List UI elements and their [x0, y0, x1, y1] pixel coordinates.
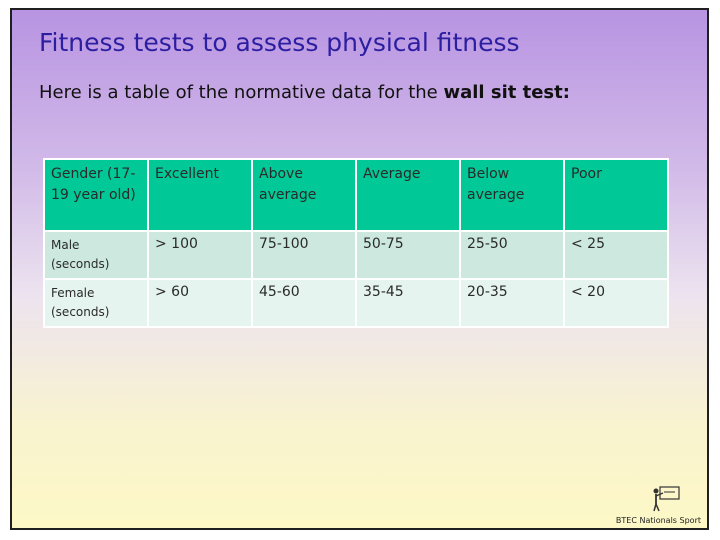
table-row-male: Male (seconds) > 100 75-100 50-75 25-50 …: [43, 230, 669, 280]
table-cell: 25-50: [459, 230, 565, 280]
intro-emphasis: wall sit test:: [443, 82, 570, 103]
table-cell: > 100: [147, 230, 253, 280]
intro-prefix: Here is a table of the normative data fo…: [39, 82, 444, 103]
row-label: Female (seconds): [43, 278, 149, 328]
table-cell: 35-45: [355, 278, 461, 328]
slide-title: Fitness tests to assess physical fitness: [39, 28, 520, 57]
intro-text: Here is a table of the normative data fo…: [39, 82, 570, 103]
normative-data-table: Gender (17-19 year old) Excellent Above …: [43, 158, 669, 328]
table-cell: 75-100: [251, 230, 357, 280]
teacher-at-board-icon: [653, 486, 680, 512]
header-above-average: Above average: [251, 158, 357, 232]
table-cell: 45-60: [251, 278, 357, 328]
table-header-row: Gender (17-19 year old) Excellent Above …: [43, 158, 669, 232]
table-cell: < 25: [563, 230, 669, 280]
header-poor: Poor: [563, 158, 669, 232]
header-below-average: Below average: [459, 158, 565, 232]
table-cell: 20-35: [459, 278, 565, 328]
table-cell: 50-75: [355, 230, 461, 280]
table-row-female: Female (seconds) > 60 45-60 35-45 20-35 …: [43, 278, 669, 328]
slide: Fitness tests to assess physical fitness…: [10, 8, 709, 530]
row-label: Male (seconds): [43, 230, 149, 280]
logo-text: BTEC Nationals Sport: [615, 516, 701, 525]
table-cell: < 20: [563, 278, 669, 328]
btec-logo: BTEC Nationals Sport: [611, 485, 701, 525]
table-cell: > 60: [147, 278, 253, 328]
header-gender: Gender (17-19 year old): [43, 158, 149, 232]
header-excellent: Excellent: [147, 158, 253, 232]
header-average: Average: [355, 158, 461, 232]
